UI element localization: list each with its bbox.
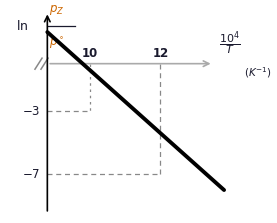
Text: $\mathrm{ln}$: $\mathrm{ln}$ — [16, 19, 28, 33]
Text: 12: 12 — [152, 47, 169, 60]
Text: $(K^{-1})$: $(K^{-1})$ — [243, 65, 271, 80]
Text: $p^\circ$: $p^\circ$ — [49, 34, 65, 51]
Text: $p_Z$: $p_Z$ — [49, 3, 64, 17]
Text: 10: 10 — [82, 47, 98, 60]
Text: $-3$: $-3$ — [22, 105, 40, 118]
Text: $-7$: $-7$ — [22, 168, 40, 181]
Text: $\dfrac{10^4}{T}$: $\dfrac{10^4}{T}$ — [219, 30, 240, 58]
